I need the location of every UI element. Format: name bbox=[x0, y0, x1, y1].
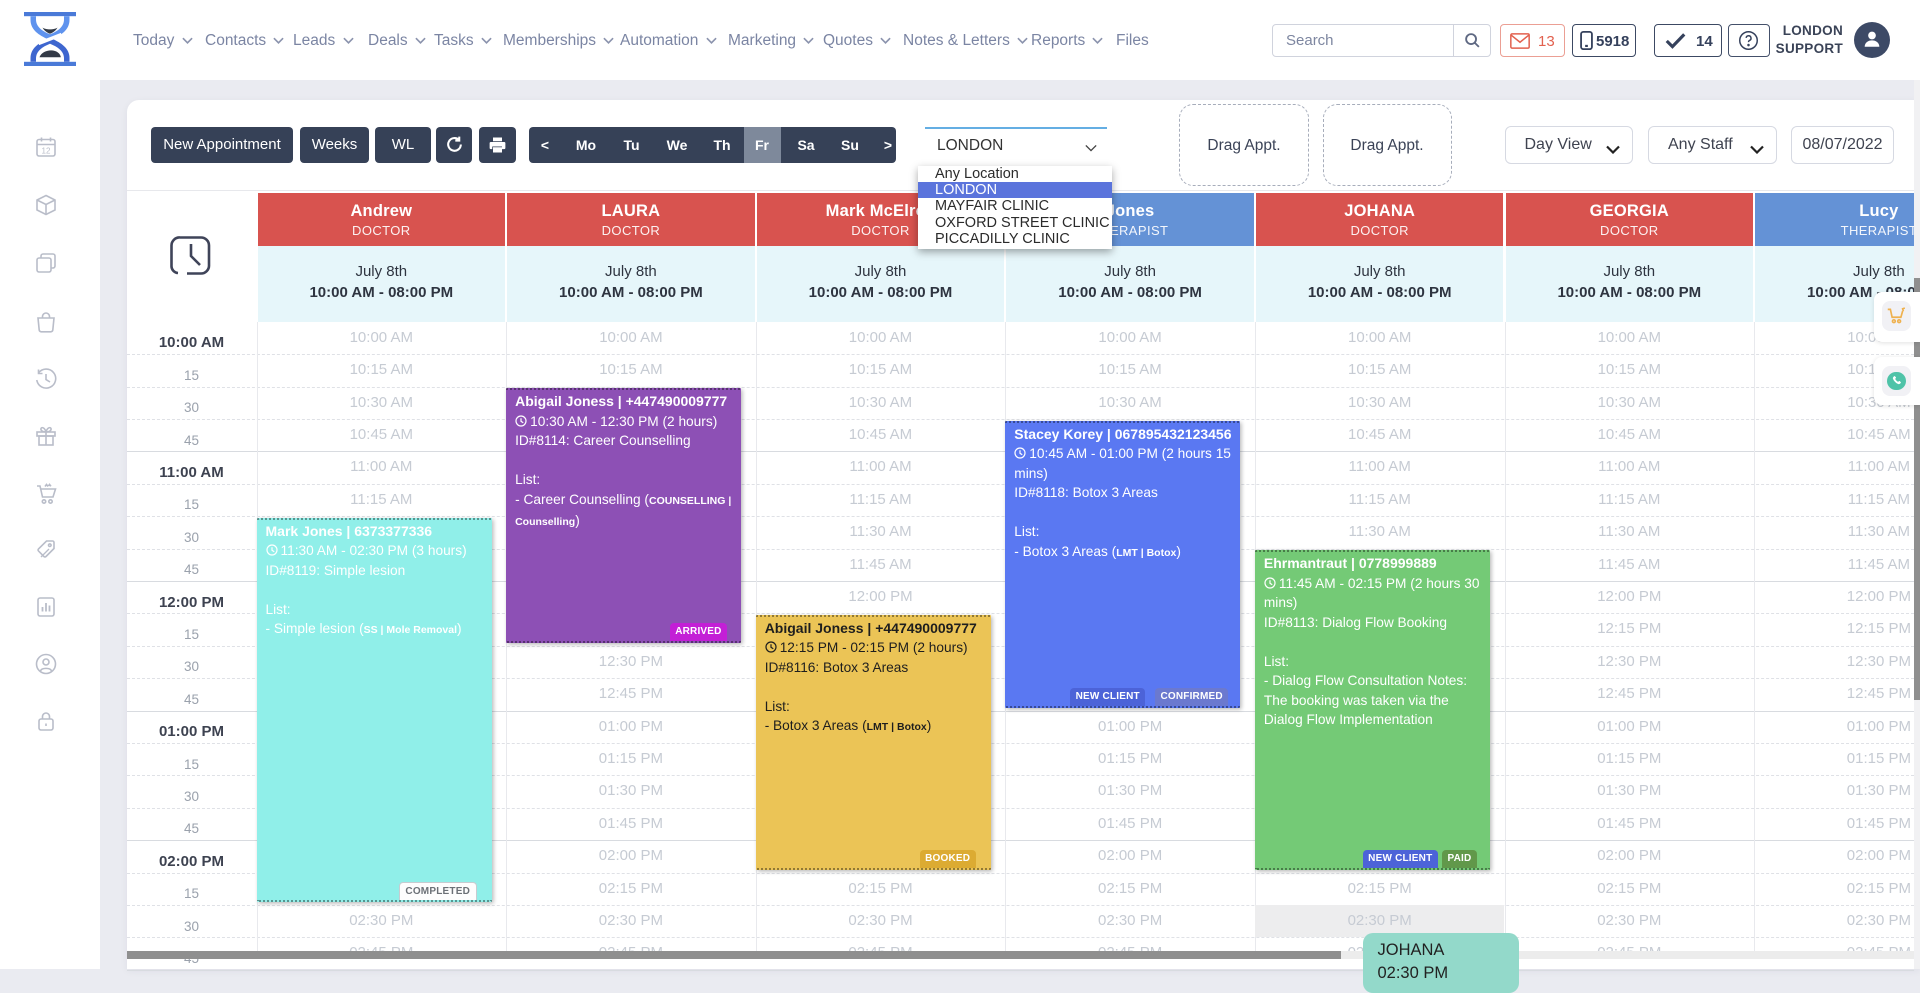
svg-text:12: 12 bbox=[42, 147, 51, 156]
